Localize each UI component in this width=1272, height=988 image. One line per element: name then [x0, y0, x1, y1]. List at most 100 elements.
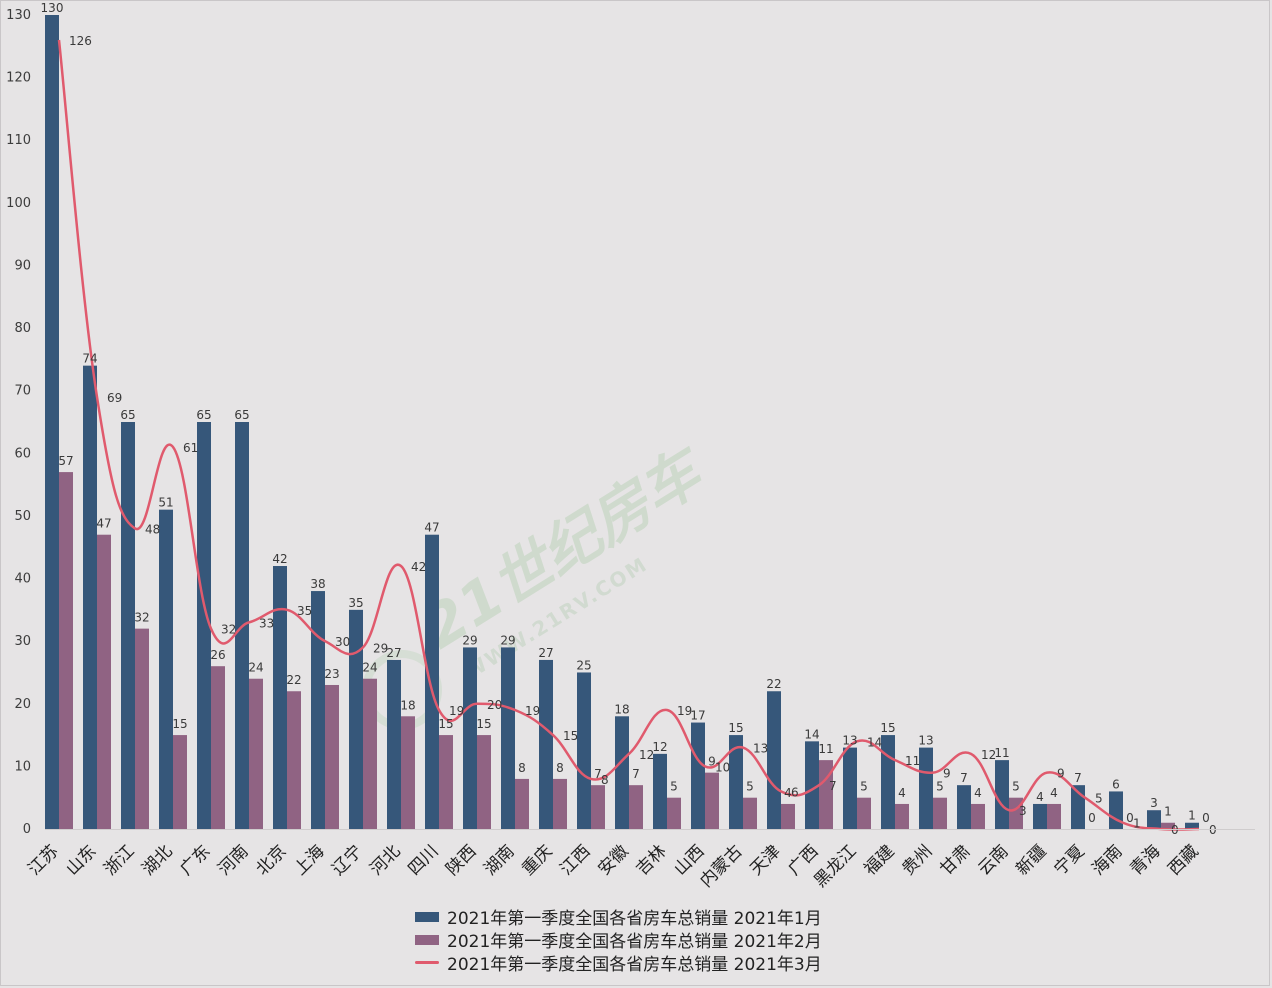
data-label-jan: 65 — [196, 408, 211, 422]
combo-chart: 21世纪房车 WWW.21RV.COM 01020304050607080901… — [6, 1, 1255, 892]
data-label-mar: 6 — [791, 785, 799, 799]
data-label-jan: 25 — [576, 658, 591, 672]
data-label-feb: 15 — [172, 717, 187, 731]
data-label-mar: 3 — [1019, 804, 1027, 818]
data-label-feb: 23 — [324, 667, 339, 681]
x-tick-label: 甘肃 — [936, 841, 974, 879]
bar-jan — [45, 15, 59, 829]
bar-jan — [349, 609, 363, 829]
x-tick-label: 内蒙古 — [696, 841, 746, 891]
data-label-feb: 57 — [58, 454, 73, 468]
data-label-mar: 5 — [1095, 792, 1103, 806]
data-label-mar: 48 — [145, 522, 160, 536]
legend-item-feb[interactable]: 2021年第一季度全国各省房车总销量 2021年2月 — [415, 928, 822, 952]
data-label-jan: 6 — [1112, 777, 1120, 791]
data-label-mar: 15 — [563, 729, 578, 743]
data-label-jan: 65 — [120, 408, 135, 422]
data-label-mar: 12 — [639, 748, 654, 762]
data-label-mar: 9 — [1057, 767, 1065, 781]
data-label-mar: 11 — [905, 754, 920, 768]
bar-feb — [515, 778, 529, 829]
data-label-mar: 126 — [69, 34, 92, 48]
y-tick-label: 100 — [6, 196, 31, 211]
bar-jan — [957, 785, 971, 829]
bar-feb — [1047, 803, 1061, 829]
x-tick-label: 新疆 — [1012, 841, 1050, 879]
data-label-feb: 26 — [210, 648, 225, 662]
data-label-jan: 12 — [652, 740, 667, 754]
x-tick-label: 陕西 — [442, 841, 480, 879]
data-label-feb: 18 — [400, 698, 415, 712]
line-series — [57, 39, 1200, 831]
bar-feb — [173, 735, 187, 829]
legend-item-mar[interactable]: 2021年第一季度全国各省房车总销量 2021年3月 — [415, 951, 822, 975]
x-tick-label: 天津 — [746, 841, 784, 879]
bar-jan — [691, 722, 705, 829]
bar-jan — [919, 747, 933, 829]
data-label-mar: 7 — [829, 779, 837, 793]
x-tick-label: 西藏 — [1164, 841, 1202, 879]
data-label-feb: 11 — [818, 742, 833, 756]
data-label-jan: 38 — [310, 577, 325, 591]
y-tick-label: 110 — [6, 133, 31, 148]
data-label-mar: 1 — [1133, 817, 1141, 831]
x-tick-label: 安徽 — [594, 841, 632, 879]
bar-jan — [463, 647, 477, 829]
bar-jan — [1033, 803, 1047, 829]
data-label-jan: 13 — [918, 734, 933, 748]
data-label-jan: 17 — [690, 709, 705, 723]
bar-jan — [767, 691, 781, 829]
data-label-feb: 5 — [670, 780, 678, 794]
data-label-jan: 51 — [158, 496, 173, 510]
bar-jan — [425, 534, 439, 829]
bar-jan — [159, 509, 173, 829]
bar-feb — [857, 797, 871, 829]
legend: 2021年第一季度全国各省房车总销量 2021年1月 2021年第一季度全国各省… — [415, 905, 822, 975]
data-label-jan: 7 — [960, 771, 968, 785]
data-label-mar: 19 — [677, 704, 692, 718]
bar-feb — [591, 785, 605, 829]
y-tick-label: 20 — [14, 697, 31, 712]
bar-jan — [387, 659, 401, 829]
data-label-mar: 69 — [107, 391, 122, 405]
bar-feb — [743, 797, 757, 829]
bar-feb — [477, 735, 491, 829]
bar-feb — [211, 666, 225, 829]
data-label-feb: 0 — [1202, 811, 1210, 825]
bar-jan — [1147, 810, 1161, 829]
data-label-feb: 15 — [438, 717, 453, 731]
data-label-mar: 35 — [297, 604, 312, 618]
x-tick-label: 福建 — [860, 841, 898, 879]
y-tick-label: 130 — [6, 8, 31, 23]
legend-item-jan[interactable]: 2021年第一季度全国各省房车总销量 2021年1月 — [415, 905, 822, 929]
bar-feb — [401, 716, 415, 829]
data-label-feb: 4 — [784, 786, 792, 800]
data-label-mar: 9 — [943, 767, 951, 781]
x-tick-label: 吉林 — [632, 841, 670, 879]
legend-label-mar: 2021年第一季度全国各省房车总销量 2021年3月 — [447, 955, 822, 975]
data-label-feb: 24 — [362, 661, 377, 675]
y-tick-label: 50 — [14, 509, 31, 524]
data-label-mar: 19 — [525, 704, 540, 718]
y-tick-label: 90 — [14, 258, 31, 273]
data-label-mar: 32 — [221, 623, 236, 637]
data-label-feb: 0 — [1088, 811, 1096, 825]
bar-jan — [1109, 791, 1123, 829]
data-label-jan: 15 — [728, 721, 743, 735]
x-tick-label: 河北 — [366, 841, 404, 879]
bar-jan — [995, 760, 1009, 829]
bar-jan — [881, 735, 895, 829]
data-label-jan: 29 — [500, 633, 515, 647]
data-label-feb: 5 — [1012, 780, 1020, 794]
bar-jan — [805, 741, 819, 829]
y-tick-label: 10 — [14, 759, 31, 774]
data-label-mar: 19 — [449, 704, 464, 718]
watermark-brand: 21世纪房车 — [411, 435, 718, 662]
data-label-jan: 27 — [538, 646, 553, 660]
data-label-feb: 5 — [860, 780, 868, 794]
bar-feb — [325, 684, 339, 829]
bar-feb — [439, 735, 453, 829]
y-tick-label: 70 — [14, 384, 31, 399]
data-label-jan: 130 — [41, 1, 64, 15]
bar-jan — [501, 647, 515, 829]
